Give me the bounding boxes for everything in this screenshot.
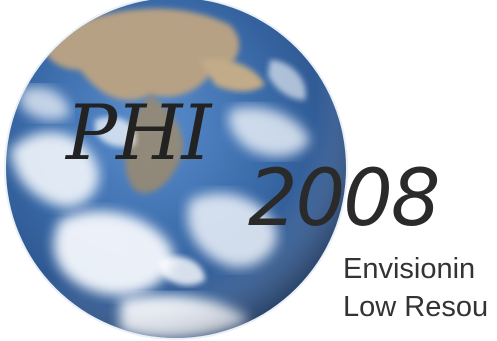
tagline-line-1: Envisionin [343, 253, 476, 285]
tagline: Envisionin Low Resou [343, 250, 488, 326]
tagline-line-2: Low Resou [343, 291, 489, 323]
logo-acronym: PHI [66, 88, 211, 177]
logo-year: 2008 [248, 154, 441, 244]
